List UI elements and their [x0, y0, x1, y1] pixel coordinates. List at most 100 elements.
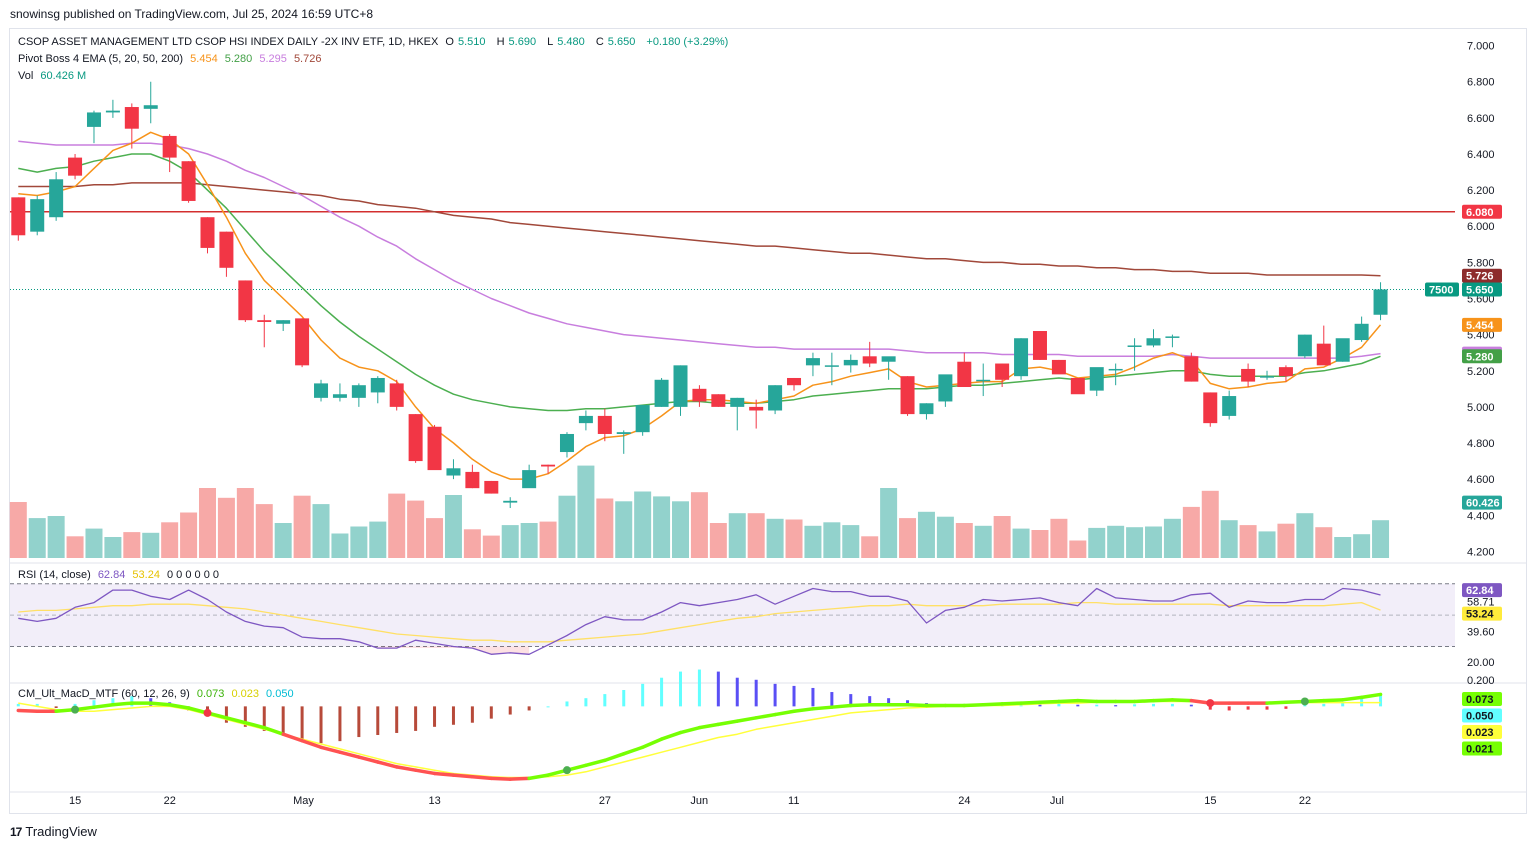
candle-body: [1241, 368, 1256, 382]
macd-histogram-bar: [1170, 703, 1174, 707]
volume-bar: [766, 518, 784, 558]
volume-legend-name: Vol: [18, 70, 34, 82]
volume-bar: [28, 518, 46, 558]
volume-bar: [1239, 525, 1257, 558]
volume-bar: [9, 502, 27, 558]
candle-body: [181, 161, 196, 201]
volume-bar: [255, 504, 273, 558]
volume-bar: [388, 493, 406, 558]
volume-bar: [653, 496, 671, 558]
close-label: C: [595, 36, 604, 48]
candle-body: [1146, 338, 1161, 346]
tradingview-brand[interactable]: 17 TradingView: [10, 824, 97, 839]
price-axis-label: 6.080: [1466, 207, 1494, 219]
macd-line-segment: [640, 737, 664, 750]
volume-legend[interactable]: Vol 60.426 M: [18, 70, 90, 82]
macd-line-segment: [508, 776, 531, 781]
open-value: 5.510: [457, 36, 486, 48]
rsi-axis-label-box: [1462, 583, 1502, 598]
candle-body: [49, 179, 64, 218]
candle-body: [1070, 377, 1085, 395]
volume-bar: [1220, 520, 1238, 558]
macd-histogram-bar: [1246, 706, 1250, 710]
close-value: 5.650: [607, 36, 636, 48]
volume-bar: [1050, 518, 1068, 558]
price-axis-label: 5.280: [1466, 351, 1494, 363]
macd-line-segment: [905, 702, 929, 708]
candle-body: [957, 361, 972, 388]
volume-bar: [842, 525, 860, 558]
price-axis-label: 5.726: [1466, 271, 1494, 283]
time-axis-tick: 22: [1299, 795, 1311, 807]
price-axis-tick: 5.600: [1467, 294, 1495, 306]
macd-axis-label: 0.021: [1466, 744, 1494, 756]
ema50-value: 5.295: [259, 53, 287, 65]
price-axis-label-box: [1462, 349, 1502, 364]
volume-bar: [180, 512, 198, 558]
candle-body: [1089, 367, 1104, 391]
macd-histogram-bar: [73, 703, 77, 707]
macd-axis-label: 0.073: [1466, 694, 1494, 706]
macd-line-segment: [527, 773, 550, 781]
volume-bar: [690, 492, 708, 558]
time-axis-tick: Jul: [1050, 795, 1064, 807]
macd-histogram-bar: [754, 679, 758, 707]
rsi-axis-label-box: [1462, 606, 1502, 621]
volume-bar: [426, 518, 444, 558]
macd-line-segment: [262, 725, 285, 736]
volume-bar: [463, 529, 481, 558]
macd-legend-v3: 0.050: [266, 688, 294, 700]
macd-histogram-bar: [1114, 705, 1118, 707]
price-axis-tick: 5.800: [1467, 257, 1495, 269]
volume-bar: [917, 511, 935, 558]
macd-histogram-bar: [811, 687, 815, 707]
macd-line-segment: [1170, 698, 1194, 703]
high-label: H: [496, 36, 505, 48]
price-axis-tick: 5.400: [1467, 330, 1495, 342]
candle-body: [1014, 338, 1029, 377]
macd-line-segment: [1132, 698, 1156, 704]
macd-axis-label-box: [1462, 725, 1502, 739]
macd-axis-label: 0.023: [1466, 727, 1494, 739]
candle-body: [1260, 376, 1275, 378]
rsi-axis-tick: 58.71: [1467, 596, 1495, 608]
macd-axis-top-tick: 0.200: [1467, 675, 1495, 687]
macd-line-segment: [470, 774, 494, 781]
macd-histogram-bar: [300, 706, 304, 742]
macd-line-segment: [1359, 692, 1383, 700]
price-axis-tick: 6.000: [1467, 221, 1495, 233]
macd-line-segment: [319, 745, 342, 754]
rsi-axis-label: 53.24: [1466, 609, 1494, 621]
low-value: 5.480: [557, 36, 585, 48]
macd-histogram-bar: [660, 677, 664, 707]
rsi-legend[interactable]: RSI (14, close) 62.84 53.24 0 0 0 0 0 0: [18, 569, 223, 581]
ema-legend[interactable]: Pivot Boss 4 EMA (5, 20, 50, 200) 5.454 …: [18, 53, 325, 65]
macd-line-segment: [1340, 695, 1364, 702]
open-label: O: [445, 36, 454, 48]
macd-line-segment: [1265, 700, 1288, 705]
candle-body: [1108, 368, 1123, 371]
price-axis-tick: 5.000: [1467, 402, 1495, 414]
macd-axis-label: 0.050: [1466, 711, 1494, 723]
macd-histogram-bar: [224, 706, 228, 723]
symbol-legend[interactable]: CSOP ASSET MANAGEMENT LTD CSOP HSI INDEX…: [18, 36, 732, 48]
macd-histogram-bar: [54, 706, 58, 708]
candle-body: [1184, 356, 1199, 382]
macd-legend[interactable]: CM_Ult_MacD_MTF (60, 12, 26, 9) 0.073 0.…: [18, 688, 298, 700]
macd-histogram-bar: [830, 692, 834, 707]
candle-body: [465, 471, 480, 489]
volume-bar: [539, 521, 557, 558]
macd-line-segment: [376, 760, 399, 769]
rsi-axis-tick: 20.00: [1467, 657, 1495, 669]
macd-histogram-bar: [1152, 703, 1155, 707]
macd-line-segment: [962, 702, 985, 708]
macd-line-segment: [1038, 699, 1061, 705]
rsi-legend-name: RSI (14, close): [18, 569, 91, 581]
macd-line-segment: [1076, 698, 1099, 704]
macd-histogram-bar: [1038, 704, 1042, 707]
macd-legend-v1: 0.073: [196, 688, 225, 700]
volume-bar: [1296, 513, 1314, 558]
price-axis-label: 5.650: [1466, 284, 1494, 296]
macd-histogram-bar: [414, 706, 418, 731]
